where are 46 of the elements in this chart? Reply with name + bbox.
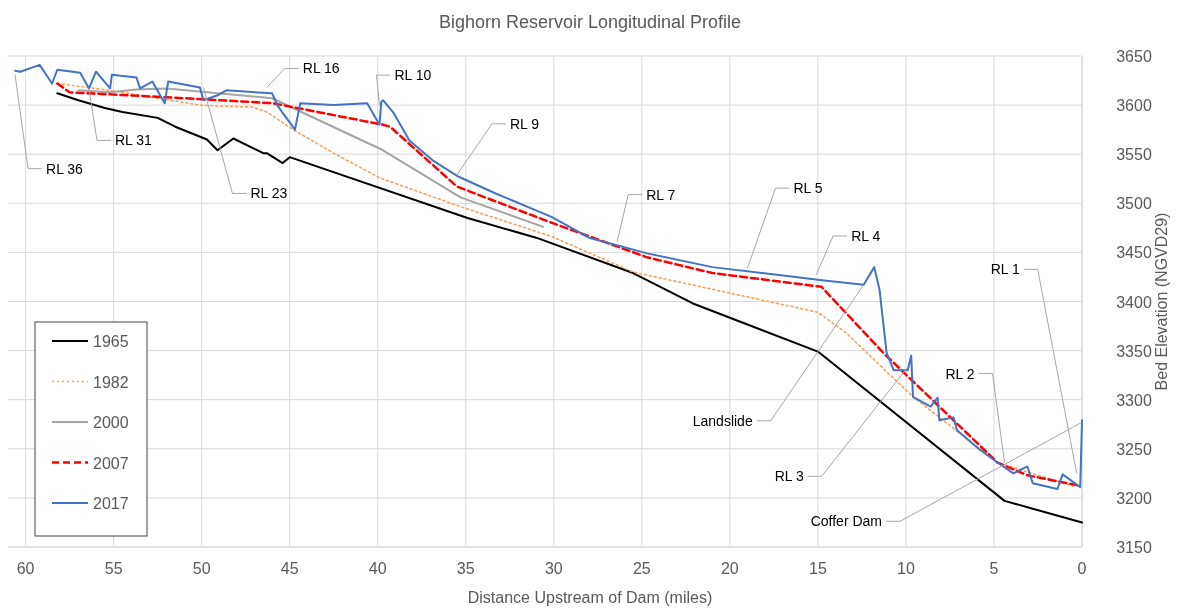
y-tick-label: 3400: [1116, 293, 1152, 311]
annotation: Coffer Dam: [810, 513, 882, 530]
annotation: RL 4: [851, 227, 881, 244]
legend-label: 2000: [93, 414, 129, 431]
y-tick-label: 3550: [1116, 146, 1152, 164]
y-tick-label: 3450: [1116, 244, 1152, 262]
x-tick-label: 30: [544, 560, 563, 577]
x-tick-label: 35: [456, 560, 475, 577]
annotation: RL 3: [774, 468, 804, 485]
annotation: RL 16: [302, 60, 340, 77]
annotation: RL 36: [46, 160, 84, 177]
annotation: RL 1: [990, 261, 1020, 278]
legend-label: 2017: [93, 495, 129, 512]
y-tick-label: 3200: [1116, 489, 1152, 507]
annotation: RL 5: [793, 180, 823, 197]
legend-label: 1965: [93, 333, 129, 350]
x-tick-label: 55: [104, 560, 123, 577]
x-tick-label: 50: [192, 560, 211, 577]
annotation: Landslide: [692, 412, 753, 429]
x-tick-label: 20: [720, 560, 739, 577]
annotation: RL 31: [114, 132, 153, 149]
x-tick-label: 25: [632, 560, 651, 577]
y-tick-label: 3250: [1116, 440, 1152, 458]
annotation: RL 9: [509, 115, 540, 132]
legend-label: 2007: [93, 454, 129, 472]
annotation: RL 2: [945, 365, 975, 382]
x-tick-label: 40: [368, 560, 387, 577]
x-tick-label: 45: [280, 560, 299, 577]
y-tick-label: 3350: [1116, 342, 1152, 360]
y-tick-label: 3650: [1116, 48, 1152, 65]
legend-label: 1982: [93, 373, 129, 391]
annotation: RL 7: [646, 186, 676, 203]
x-tick-label: 15: [809, 560, 827, 577]
y-tick-label: 3300: [1116, 391, 1152, 409]
x-tick-label: 60: [16, 560, 35, 577]
y-tick-label: 3500: [1116, 195, 1152, 213]
chart-title: Bighorn Reservoir Longitudinal Profile: [438, 12, 742, 32]
x-tick-label: 0: [1077, 560, 1087, 577]
annotation: RL 10: [394, 67, 432, 84]
x-tick-label: 10: [897, 560, 915, 577]
annotation: RL 23: [250, 185, 288, 202]
x-tick-label: 5: [989, 560, 999, 577]
y-tick-label: 3600: [1116, 97, 1152, 115]
y-axis-title: Bed Elevation (NGVD29): [1153, 212, 1170, 391]
y-tick-label: 3150: [1116, 539, 1152, 556]
x-axis-title: Distance Upstream of Dam (miles): [467, 589, 713, 606]
